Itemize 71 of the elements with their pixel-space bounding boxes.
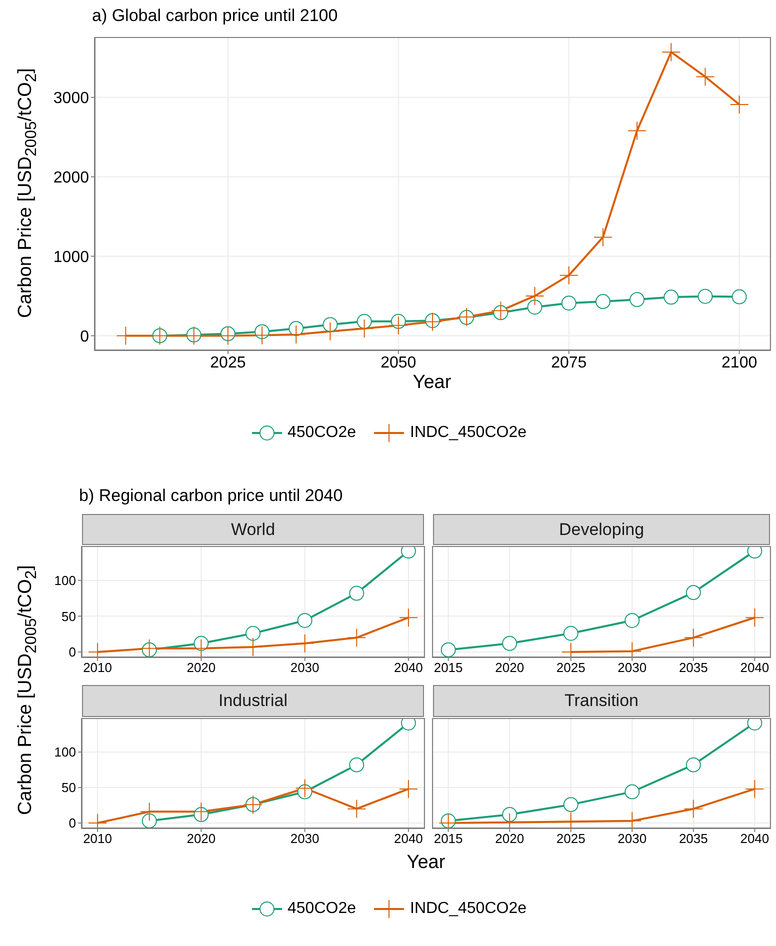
- x-tick-label: 2035: [678, 660, 708, 676]
- x-tick-label: 2020: [186, 831, 216, 846]
- point: [297, 612, 312, 628]
- x-tick-label: 2020: [495, 831, 524, 846]
- legend-label: 450CO2e: [288, 424, 356, 442]
- x-tick-label: 2020: [186, 660, 216, 676]
- chart-title: Developing: [433, 514, 770, 545]
- legend-label: INDC_450CO2e: [410, 424, 526, 442]
- x-tick-label: 2040: [740, 660, 770, 676]
- x-tick-label: 2025: [556, 660, 586, 676]
- y-tick-label: 1000: [53, 248, 90, 266]
- chart-title: Transition: [433, 685, 770, 717]
- y-tick-label: 2000: [53, 169, 90, 186]
- x-tick-label: 2030: [290, 831, 320, 846]
- y-tick-label: 0: [80, 328, 90, 346]
- point: [246, 626, 260, 641]
- point: [747, 546, 762, 559]
- point: [563, 797, 578, 812]
- x-tick-label: 2075: [551, 354, 587, 372]
- y-tick-label: 100: [54, 572, 76, 588]
- y-tick-label: 100: [54, 744, 76, 760]
- point: [624, 784, 640, 800]
- point: [686, 585, 701, 600]
- chart-title: World: [82, 514, 424, 545]
- point: [349, 757, 364, 772]
- x-tick-label: 2030: [290, 660, 320, 676]
- x-axis-title: Year: [412, 372, 452, 394]
- point: [527, 300, 542, 315]
- point: [698, 288, 713, 304]
- y-tick-label: 0: [68, 644, 76, 660]
- x-tick-label: 2040: [394, 831, 423, 846]
- point: [686, 757, 701, 772]
- x-tick-label: 2035: [678, 831, 708, 846]
- x-tick-label: 2030: [618, 660, 647, 676]
- point: [624, 612, 640, 628]
- x-tick-label: 2040: [394, 660, 423, 676]
- x-tick-label: 2030: [618, 831, 647, 846]
- point: [563, 626, 578, 641]
- text: b) Regional carbon price until 2040: [79, 486, 343, 506]
- point: [664, 290, 679, 305]
- point: [356, 314, 372, 329]
- point: [440, 642, 456, 657]
- x-tick-label: 2015: [434, 831, 463, 846]
- point: [502, 636, 518, 651]
- point: [349, 586, 364, 601]
- x-tick-label: 2100: [722, 354, 758, 372]
- point: [502, 807, 518, 822]
- x-tick-label: 2025: [210, 354, 246, 372]
- y-tick-label: 0: [68, 816, 76, 831]
- x-tick-label: 2010: [83, 831, 112, 846]
- point: [595, 294, 610, 310]
- x-tick-label: 2015: [434, 660, 463, 676]
- x-tick-label: 2020: [495, 660, 524, 676]
- point: [400, 546, 416, 559]
- legend-label: 450CO2e: [288, 900, 356, 918]
- chart-title: a) Global carbon price until 2100: [92, 6, 338, 26]
- y-tick-label: 50: [62, 608, 76, 624]
- y-tick-label: 50: [62, 780, 76, 796]
- chart-title: Industrial: [82, 685, 424, 717]
- x-tick-label: 2025: [556, 831, 586, 846]
- x-tick-label: 2040: [740, 831, 770, 846]
- point: [630, 292, 645, 308]
- x-tick-label: 2050: [380, 354, 416, 372]
- point: [732, 289, 747, 304]
- x-axis-title: Year: [406, 852, 446, 874]
- legend-label: INDC_450CO2e: [410, 900, 526, 918]
- point: [561, 296, 576, 311]
- point: [142, 813, 157, 828]
- point: [322, 317, 338, 332]
- y-tick-label: 3000: [53, 90, 90, 108]
- x-tick-label: 2010: [83, 660, 112, 676]
